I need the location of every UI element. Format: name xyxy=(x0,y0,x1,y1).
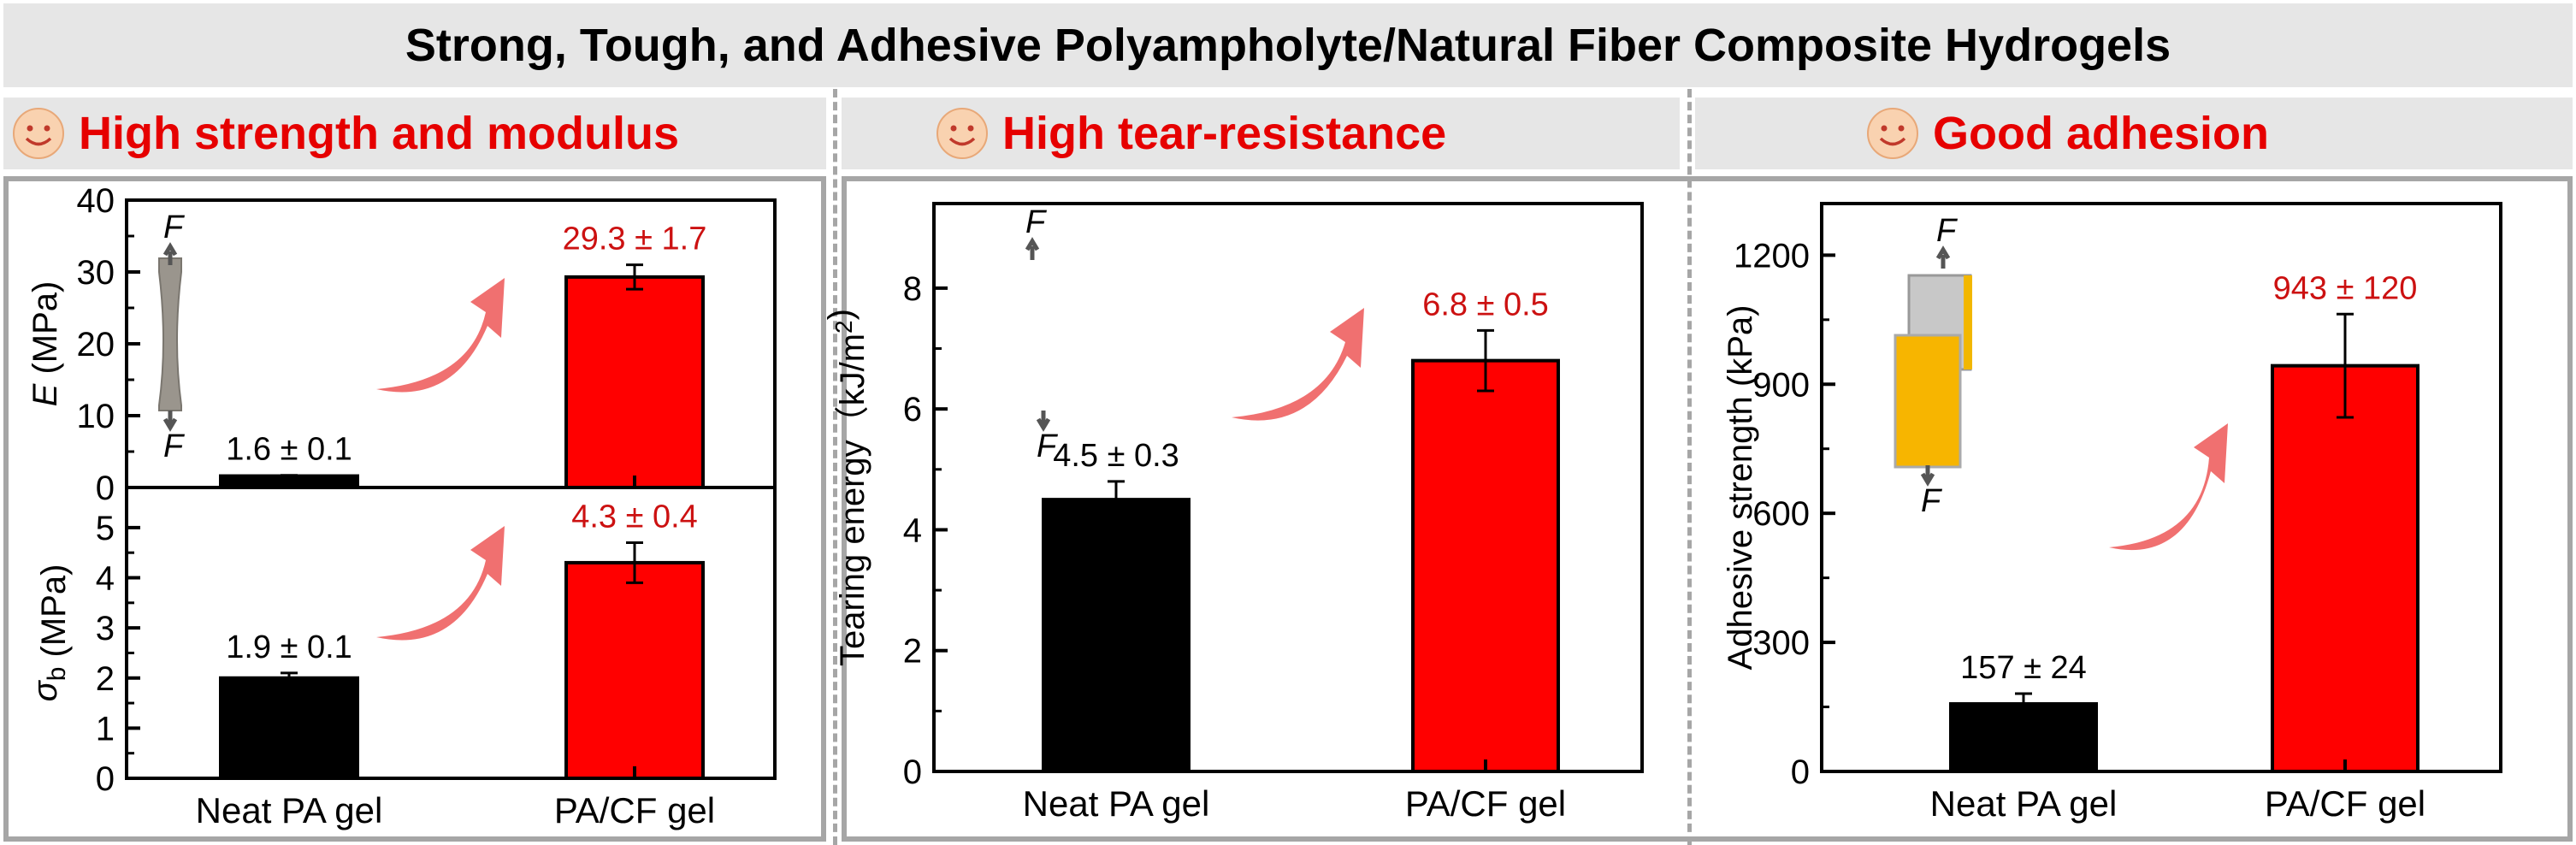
data-label: 943 ± 120 xyxy=(2273,270,2418,306)
dogbone-specimen-icon xyxy=(158,257,182,411)
figure-title-bar: Strong, Tough, and Adhesive Polyampholyt… xyxy=(3,3,2573,87)
force-bottom-tensile: F xyxy=(162,411,185,464)
trend-arrow xyxy=(376,526,505,641)
y-axis-label: Adhesive strength (kPa) xyxy=(1722,305,1759,671)
y-tick-label: 4 xyxy=(903,511,922,549)
y-tick-label: 10 xyxy=(77,398,115,435)
y-axis-label: E (MPa) xyxy=(27,281,64,407)
y-tick-label: 1 xyxy=(96,710,115,748)
force-arrow-icon xyxy=(1920,465,1935,487)
chart-2: 0 1 2 3 4 5 σb (MPa) 1.9 ± 0.1 Neat PA gel 4.3 ± … xyxy=(27,486,777,830)
force-arrow-icon xyxy=(1935,245,1951,269)
y-tick-label: 30 xyxy=(77,254,115,292)
y-axis-label: σb (MPa) xyxy=(27,564,73,702)
x-tick-label: PA/CF gel xyxy=(1405,783,1566,824)
chart-4: 0 300 600 900 1200 Adhesive strength (kPa) 157… xyxy=(1722,202,2502,824)
data-label: 29.3 ± 1.7 xyxy=(563,222,707,257)
panel-header-text: High strength and modulus xyxy=(79,108,679,159)
data-label: 157 ± 24 xyxy=(1960,650,2087,686)
bar-pa-cf-gel xyxy=(564,275,705,489)
y-tick-label: 1200 xyxy=(1734,237,1810,275)
force-label: F xyxy=(1921,483,1942,519)
y-tick-label: 6 xyxy=(903,391,922,428)
smiley-icon xyxy=(1867,108,1918,159)
data-label: 4.5 ± 0.3 xyxy=(1053,438,1179,474)
data-label: 4.3 ± 0.4 xyxy=(571,499,698,535)
force-top-tensile: F xyxy=(162,210,185,265)
adherend-yellow-icon xyxy=(1894,334,1962,469)
panel-header-strength: High strength and modulus xyxy=(3,98,826,169)
panel-header-text: High tear-resistance xyxy=(1002,108,1447,159)
y-tick-label: 0 xyxy=(96,470,115,507)
x-tick-label: PA/CF gel xyxy=(554,790,715,830)
x-tick-label: PA/CF gel xyxy=(2265,783,2425,824)
trend-arrow xyxy=(1232,308,1364,421)
force-bottom-tear: F xyxy=(1036,411,1058,464)
force-arrow-icon xyxy=(162,411,178,432)
y-tick-label: 20 xyxy=(77,326,115,363)
panel-header-tear: High tear-resistance xyxy=(842,98,1680,169)
smiley-icon xyxy=(13,108,64,159)
force-arrow-icon xyxy=(1025,237,1040,260)
panel-header-adhesion: Good adhesion xyxy=(1695,98,2573,169)
force-label: F xyxy=(1025,204,1047,240)
y-tick-label: 4 xyxy=(96,560,115,598)
panel-frame-strength xyxy=(3,176,826,842)
force-label: F xyxy=(1037,428,1058,464)
y-tick-label: 600 xyxy=(1752,495,1810,533)
y-axis-label: Tearing energy（kJ/m2) xyxy=(822,309,871,666)
data-label: 1.6 ± 0.1 xyxy=(226,432,352,468)
force-label: F xyxy=(163,210,185,245)
y-tick-label: 2 xyxy=(96,660,115,698)
figure-title: Strong, Tough, and Adhesive Polyampholyt… xyxy=(405,20,2171,71)
data-label: 6.8 ± 0.5 xyxy=(1422,287,1549,322)
bar-pa-cf-gel xyxy=(564,560,705,780)
bar-neat-pa-gel xyxy=(1042,498,1191,774)
bar-neat-pa-gel xyxy=(219,676,359,780)
divider-1 xyxy=(833,89,837,845)
y-tick-label: 0 xyxy=(1791,753,1810,791)
bar-pa-cf-gel xyxy=(1411,358,1560,773)
chart-1: 0 10 20 30 40 E (MPa) 1.6 ± 0.1 29.3 ± 1.7 xyxy=(27,182,777,507)
y-tick-label: 3 xyxy=(96,610,115,647)
y-tick-label: 0 xyxy=(96,760,115,798)
force-label: F xyxy=(163,428,185,464)
trend-arrow xyxy=(376,278,505,393)
plot-frame xyxy=(1820,202,2502,773)
x-tick-label: Neat PA gel xyxy=(196,790,383,830)
x-tick-label: Neat PA gel xyxy=(1023,783,1210,824)
y-tick-label: 2 xyxy=(903,633,922,671)
panel-header-text: Good adhesion xyxy=(1933,108,2270,159)
x-tick-label: Neat PA gel xyxy=(1930,783,2118,824)
force-top-adhesion: F xyxy=(1935,213,1958,269)
plot-frame xyxy=(125,486,777,780)
force-label: F xyxy=(1936,213,1958,249)
panel-frame-tear-adhesion xyxy=(842,176,2573,842)
y-tick-label: 0 xyxy=(903,753,922,791)
divider-2 xyxy=(1687,89,1692,845)
bar-pa-cf-gel xyxy=(2271,363,2419,773)
y-tick-label: 300 xyxy=(1752,624,1810,662)
smiley-icon xyxy=(936,108,988,159)
plot-frame xyxy=(932,202,1644,773)
data-label: 1.9 ± 0.1 xyxy=(226,629,352,665)
trend-arrow xyxy=(2109,423,2228,551)
y-tick-label: 900 xyxy=(1752,366,1810,404)
force-arrow-icon xyxy=(162,242,178,265)
chart-3: 0 2 4 6 8 Tearing energy（kJ/m2) 4.5 ± 0.3 Neat … xyxy=(822,202,1644,824)
y-tick-label: 40 xyxy=(77,182,115,220)
force-top-tear: F xyxy=(1025,204,1047,260)
force-bottom-adhesion: F xyxy=(1920,465,1942,519)
y-tick-label: 5 xyxy=(96,510,115,547)
force-arrow-icon xyxy=(1036,411,1051,432)
adhesive-layer-icon xyxy=(1964,275,1972,369)
y-tick-label: 8 xyxy=(903,270,922,308)
